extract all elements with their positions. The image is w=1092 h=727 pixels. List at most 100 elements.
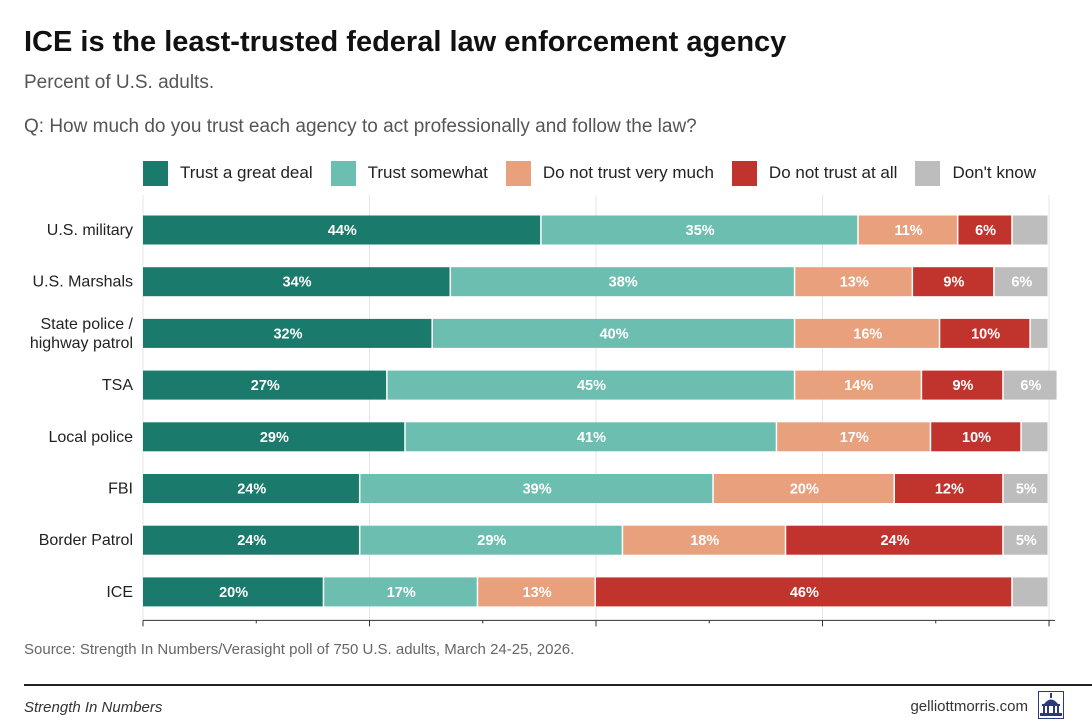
bar-segment (1030, 318, 1048, 348)
bar-segment (143, 318, 432, 348)
bar-segment (623, 525, 785, 555)
bar-segment (1012, 577, 1048, 607)
chart-subtitle: Percent of U.S. adults. (24, 72, 215, 93)
data-label: 5% (1016, 533, 1037, 549)
data-label: 18% (690, 533, 719, 549)
bar-segment (858, 215, 957, 245)
legend-item: Trust a great deal (143, 160, 313, 186)
bar-segment (894, 474, 1003, 503)
legend-swatch (330, 160, 356, 186)
bar-segment (777, 422, 930, 452)
bar-segment (143, 370, 387, 400)
bar-segment (432, 318, 794, 348)
bar-segment (931, 422, 1021, 452)
data-label: 10% (971, 326, 1000, 342)
legend-label: Don't know (952, 163, 1037, 182)
category-label: Border Patrol (39, 532, 133, 549)
data-label: 29% (477, 533, 506, 549)
capitol-building-icon (1038, 691, 1064, 719)
bar-segment (713, 474, 894, 503)
data-label: 12% (935, 482, 964, 498)
data-label: 39% (523, 482, 552, 498)
category-label: U.S. military (47, 222, 133, 239)
chart-title: ICE is the least-trusted federal law enf… (24, 26, 787, 58)
data-label: 27% (251, 378, 280, 394)
data-label: 34% (283, 275, 312, 291)
bar-segment (786, 525, 1003, 555)
category-label: ICE (106, 584, 133, 601)
bar-segment (913, 267, 994, 297)
bar-segment (795, 370, 921, 400)
data-label: 41% (577, 430, 606, 446)
bar-segment (143, 525, 359, 555)
bar-segment (387, 370, 794, 400)
legend-label: Trust a great deal (180, 163, 313, 182)
legend-item: Don't know (915, 160, 1037, 186)
bar-segment (1003, 370, 1057, 400)
footer-divider (24, 684, 1092, 686)
data-label: 29% (260, 430, 289, 446)
bar-segment (478, 577, 595, 607)
publication-name: Strength In Numbers (24, 699, 163, 716)
bar-segment (143, 577, 323, 607)
legend-swatch (915, 160, 941, 186)
data-label: 13% (840, 275, 869, 291)
category-label: FBI (108, 481, 133, 498)
bar-segment (143, 267, 450, 297)
bar-segment (922, 370, 1003, 400)
data-label: 6% (1011, 275, 1032, 291)
bar-segment (143, 215, 541, 245)
bar-segment (1003, 525, 1048, 555)
legend: Trust a great deal Trust somewhat Do not t… (143, 160, 1054, 186)
data-label: 11% (894, 223, 922, 239)
legend-swatch (731, 160, 757, 186)
category-label: Local police (49, 429, 134, 446)
category-label: State police / highway patrol (30, 316, 134, 352)
survey-question: Q: How much do you trust each agency to … (24, 116, 697, 137)
data-label: 44% (328, 223, 357, 239)
bar-segment (405, 422, 776, 452)
legend-item: Do not trust very much (505, 160, 714, 186)
bar-segment (994, 267, 1048, 297)
bar-segment (795, 318, 939, 348)
stacked-bar-chart: U.S. military 44% 35% 11% 6% U.S. Marshals 34%… (30, 195, 1057, 627)
data-label: 38% (609, 275, 638, 291)
bar-segment (324, 577, 477, 607)
bar-segment (143, 422, 405, 452)
data-label: 24% (237, 533, 266, 549)
bar-segment (1012, 215, 1048, 245)
bar-segment (451, 267, 794, 297)
legend-item: Do not trust at all (731, 160, 898, 186)
data-label: 5% (1016, 482, 1037, 498)
data-label: 24% (237, 482, 266, 498)
legend-item: Trust somewhat (330, 160, 488, 186)
data-label: 46% (790, 585, 819, 601)
data-label: 6% (1020, 378, 1041, 394)
data-label: 20% (790, 482, 819, 498)
bar-segment (143, 474, 359, 503)
bar-segment (360, 525, 622, 555)
data-label: 24% (880, 533, 909, 549)
bar-segment (958, 215, 1012, 245)
data-label: 17% (387, 585, 416, 601)
website-link[interactable]: gelliottmorris.com (910, 698, 1028, 715)
bar-segment (596, 577, 1012, 607)
legend-label: Do not trust at all (768, 163, 898, 182)
data-label: 14% (844, 378, 873, 394)
source-note: Source: Strength In Numbers/Verasight po… (24, 641, 575, 658)
data-label: 17% (840, 430, 869, 446)
bar-segment (795, 267, 912, 297)
data-label: 10% (962, 430, 991, 446)
data-label: 32% (273, 326, 302, 342)
bar-segment (541, 215, 858, 245)
legend-label: Trust somewhat (367, 163, 488, 182)
category-label: U.S. Marshals (33, 274, 133, 291)
bar-segment (1021, 422, 1048, 452)
data-label: 9% (943, 275, 964, 291)
bar-segment (940, 318, 1030, 348)
category-label: TSA (102, 377, 133, 394)
data-label: 6% (975, 223, 996, 239)
data-label: 20% (219, 585, 248, 601)
legend-swatch (143, 160, 168, 186)
data-label: 35% (686, 223, 715, 239)
